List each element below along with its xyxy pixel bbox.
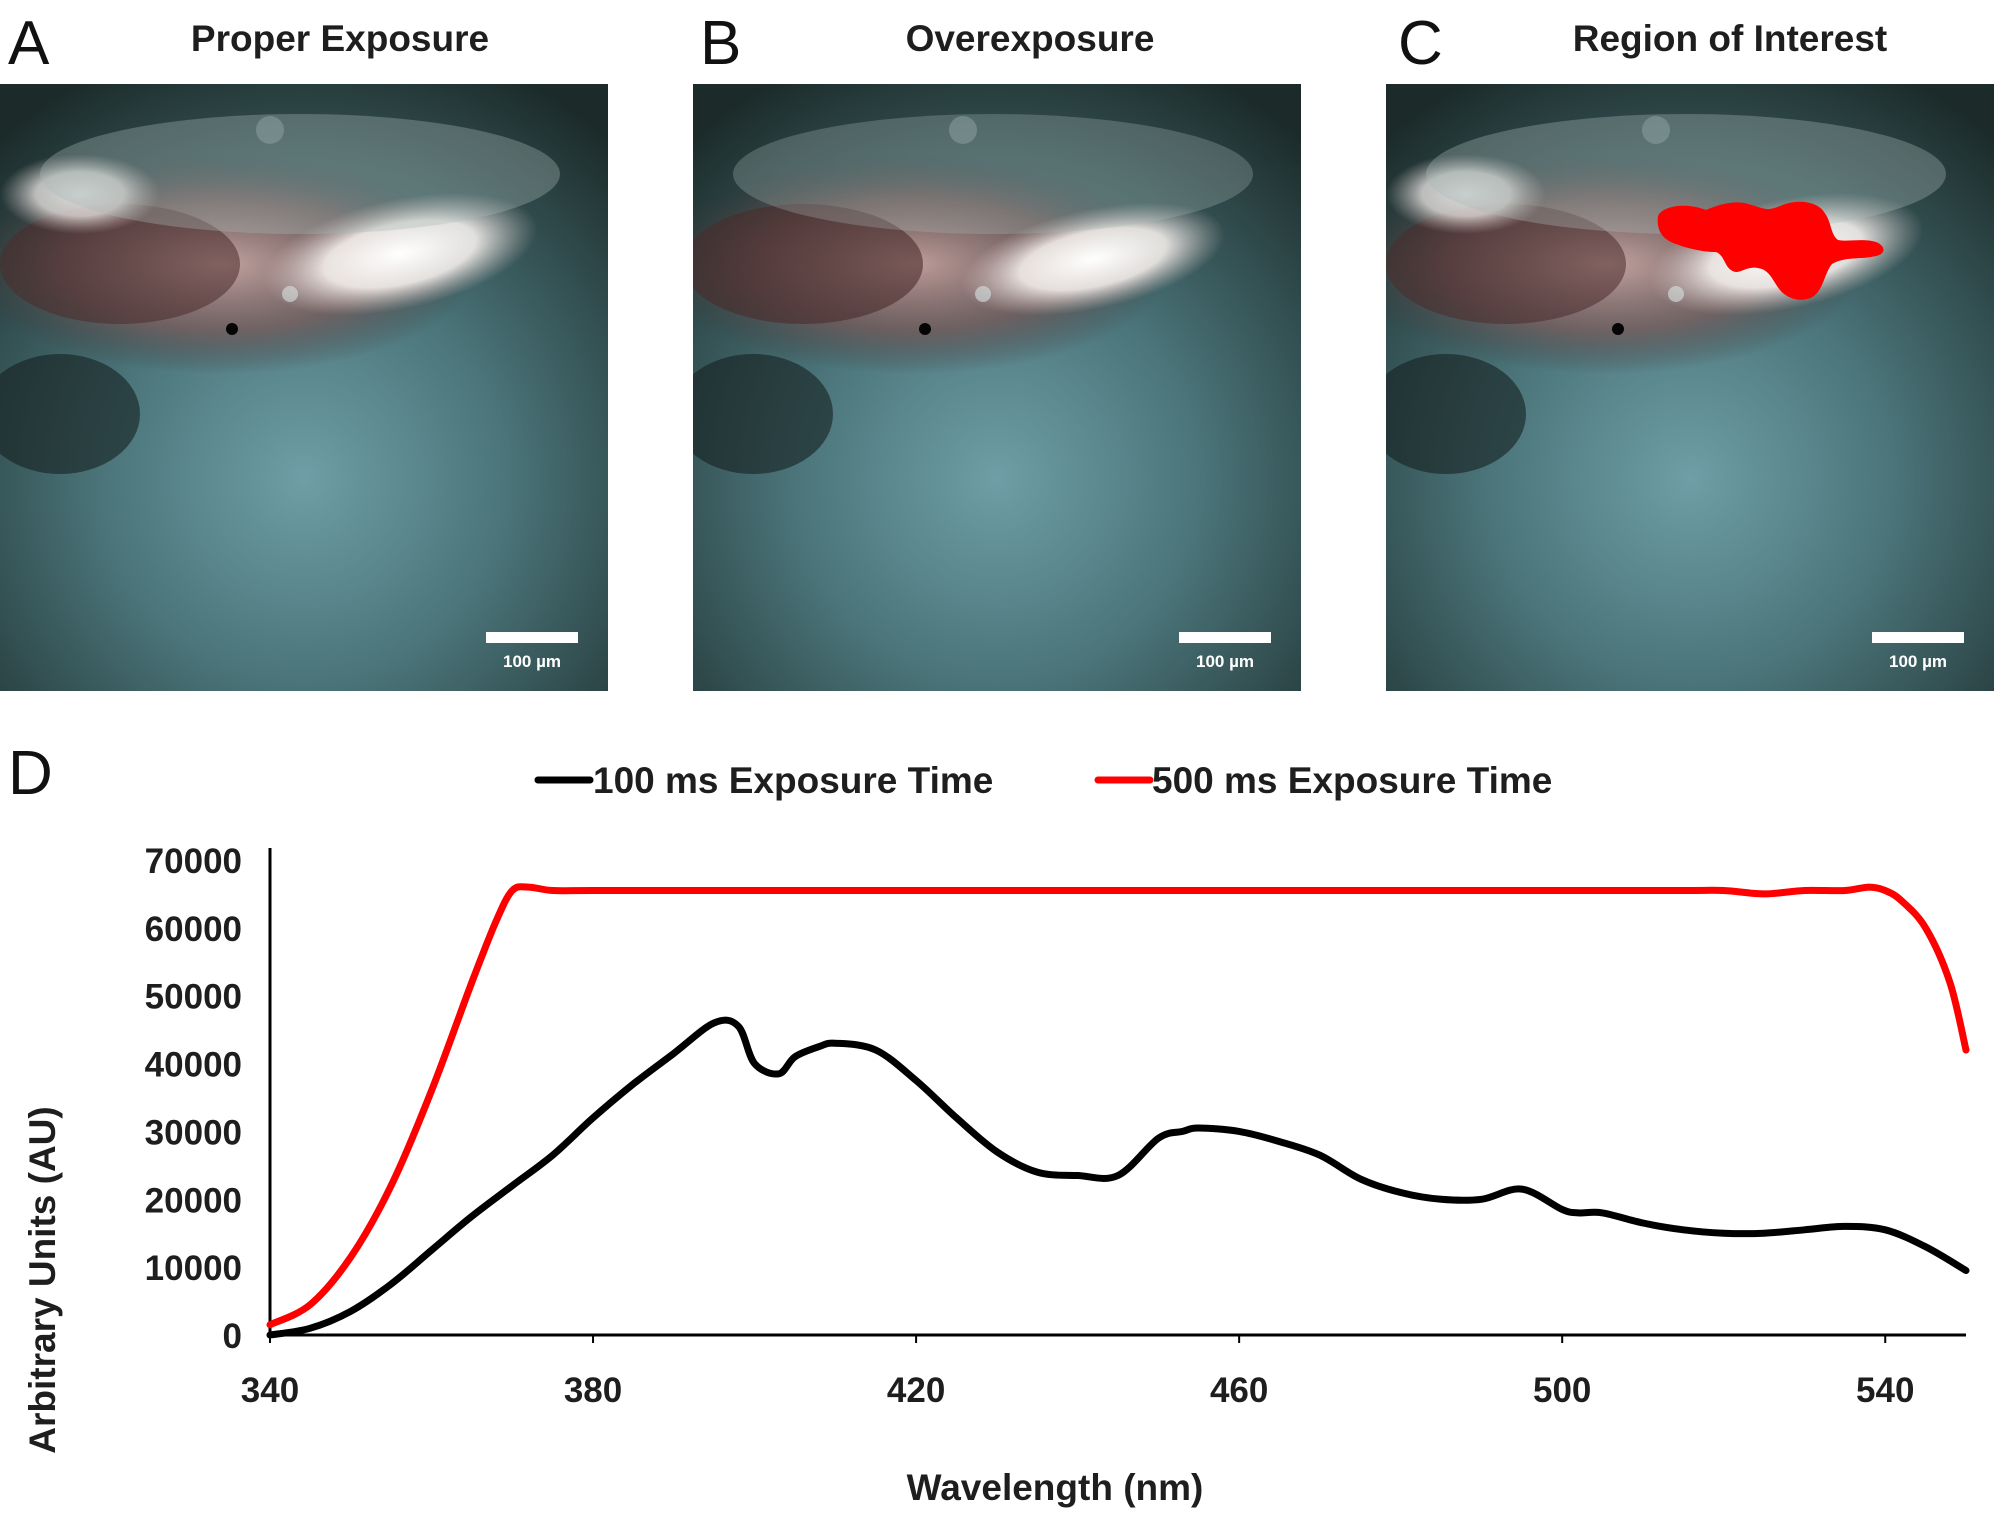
scale-bar-label: 100 µm [1889, 652, 1947, 671]
panel-title-b: Overexposure [905, 18, 1155, 59]
series-line-100ms [266, 1016, 1970, 1339]
scale-bar-label: 100 µm [1196, 652, 1254, 671]
y-tick-label: 30000 [145, 1113, 242, 1152]
micrograph-proper-exposure: 100 µm [0, 84, 608, 691]
panel-letter-d: D [8, 739, 53, 808]
y-tick-label: 20000 [145, 1181, 242, 1220]
x-tick-label: 380 [564, 1371, 622, 1410]
legend-label-500ms: 500 ms Exposure Time [1152, 760, 1552, 801]
panel-title-c: Region of Interest [1572, 18, 1888, 59]
panel-letter-b: B [700, 9, 742, 78]
x-tick-label: 540 [1856, 1371, 1914, 1410]
y-tick-label: 0 [223, 1317, 242, 1356]
panel-letter-c: C [1398, 9, 1443, 78]
y-tick-label: 70000 [145, 842, 242, 881]
x-axis-label: Wavelength (nm) [907, 1467, 1204, 1508]
y-axis-label: Arbitrary Units (AU) [22, 1106, 63, 1453]
y-tick-label: 40000 [145, 1046, 242, 1085]
legend-label-100ms: 100 ms Exposure Time [593, 760, 993, 801]
y-tick-label: 10000 [145, 1249, 242, 1288]
x-tick-label: 340 [241, 1371, 299, 1410]
x-tick-label: 500 [1533, 1371, 1591, 1410]
y-tick-label: 60000 [145, 910, 242, 949]
scale-bar-label: 100 µm [503, 652, 561, 671]
axes: 0 10000 20000 30000 40000 50000 60000 70000 340 3… [145, 842, 1966, 1410]
spectrum-chart: 100 ms Exposure Time 500 ms Exposure Tim… [22, 760, 1970, 1508]
x-tick-label: 420 [887, 1371, 945, 1410]
x-tick-label: 460 [1210, 1371, 1268, 1410]
series-line-500ms [266, 883, 1970, 1329]
panel-title-a: Proper Exposure [190, 18, 490, 59]
panel-letter-a: A [8, 9, 50, 78]
scale-bar [486, 632, 578, 643]
roi-region [1657, 201, 1884, 300]
series-lines [266, 883, 1970, 1339]
y-tick-label: 50000 [145, 978, 242, 1017]
scale-bar [1872, 632, 1964, 643]
legend: 100 ms Exposure Time 500 ms Exposure Tim… [534, 760, 1552, 801]
micrograph-overexposure: 100 µm [693, 84, 1301, 691]
micrograph-region-of-interest: 100 µm [1386, 84, 1994, 691]
scale-bar [1179, 632, 1271, 643]
